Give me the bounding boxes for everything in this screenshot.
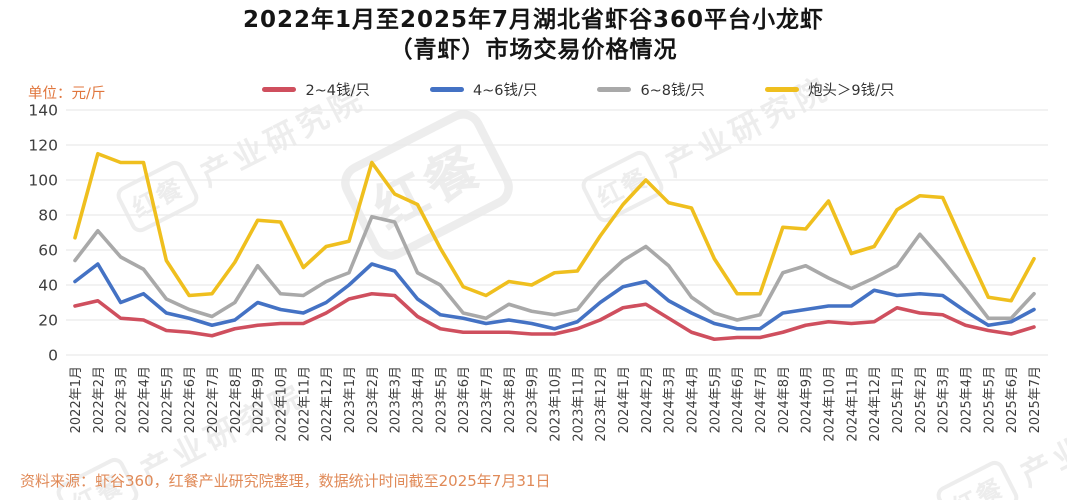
series-line-炮头＞9钱/只: [73, 151, 1036, 303]
x-axis-tick-label: 2024年7月: [754, 366, 769, 433]
y-axis-tick-label: 120: [28, 137, 58, 155]
x-axis-tick-label: 2022年7月: [206, 366, 221, 433]
x-axis-tick-label: 2024年1月: [617, 366, 632, 433]
x-axis-tick-label: 2022年4月: [138, 366, 153, 433]
series-line-2~4钱/只: [73, 291, 1036, 342]
x-axis-tick-label: 2023年11月: [571, 366, 586, 442]
x-axis-tick-label: 2022年11月: [297, 366, 312, 442]
x-axis-tick-label: 2024年10月: [823, 366, 838, 442]
x-axis-tick-label: 2023年8月: [503, 366, 518, 433]
legend-item-4~6钱/只: 4~6钱/只: [429, 79, 538, 100]
x-axis-tick-label: 2024年4月: [686, 366, 701, 433]
x-axis-tick-label: 2022年3月: [115, 366, 130, 433]
legend-swatch: [764, 87, 799, 92]
legend-swatch: [262, 87, 297, 92]
legend-item-6~8钱/只: 6~8钱/只: [597, 79, 705, 100]
y-axis-tick-label: 0: [48, 347, 58, 365]
x-axis-tick-label: 2024年11月: [845, 366, 860, 442]
x-axis-tick-label: 2025年2月: [914, 366, 929, 433]
series-line-6~8钱/只: [73, 214, 1036, 322]
unit-label: 单位：元/斤: [28, 86, 106, 102]
x-axis-tick-label: 2025年6月: [1005, 366, 1020, 433]
legend-swatch: [429, 87, 464, 92]
x-axis-tick-label: 2022年2月: [92, 366, 107, 433]
y-axis-tick-label: 140: [28, 102, 58, 120]
y-axis-tick-label: 20: [38, 312, 58, 330]
x-axis-tick-label: 2023年12月: [594, 366, 609, 442]
x-axis-tick-label: 2023年7月: [480, 366, 495, 433]
x-axis-tick-label: 2022年9月: [252, 366, 267, 433]
y-axis-tick-label: 100: [28, 172, 58, 190]
x-axis-tick-label: 2025年7月: [1028, 366, 1043, 433]
legend-swatch: [597, 87, 632, 92]
x-axis-tick-label: 2024年12月: [868, 366, 883, 442]
x-axis-tick-label: 2023年2月: [366, 366, 381, 433]
x-axis-tick-label: 2022年5月: [160, 366, 175, 433]
x-axis-tick-label: 2025年1月: [891, 366, 906, 433]
page-title-line1: 2022年1月至2025年7月湖北省虾谷360平台小龙虾: [242, 7, 825, 33]
source-note: 资料来源：虾谷360，红餐产业研究院整理，数据统计时间截至2025年7月31日: [20, 472, 551, 490]
x-axis-tick-label: 2023年5月: [434, 366, 449, 433]
x-axis-tick-label: 2025年5月: [982, 366, 997, 433]
x-axis-tick-label: 2024年3月: [663, 366, 678, 433]
x-axis-tick-label: 2023年10月: [549, 366, 564, 442]
legend-item-炮头＞9钱/只: 炮头＞9钱/只: [764, 79, 895, 100]
x-axis-tick-label: 2022年6月: [183, 366, 198, 433]
x-axis-tick-label: 2023年6月: [457, 366, 472, 433]
legend-label: 4~6钱/只: [472, 83, 538, 99]
y-axis-tick-label: 80: [38, 207, 58, 225]
legend-label: 炮头＞9钱/只: [807, 83, 895, 99]
x-axis-tick-label: 2023年4月: [412, 366, 427, 433]
x-axis-tick-label: 2022年8月: [229, 366, 244, 433]
x-axis-tick-label: 2023年3月: [389, 366, 404, 433]
series-line-4~6钱/只: [73, 262, 1036, 331]
x-axis-tick-label: 2024年9月: [800, 366, 815, 433]
x-axis-tick-label: 2025年4月: [960, 366, 975, 433]
legend-label: 2~4钱/只: [305, 83, 370, 99]
x-axis-tick-label: 2023年1月: [343, 366, 358, 433]
x-axis-tick-label: 2024年8月: [777, 366, 792, 433]
price-chart: 0 20 40 60 80 100 120 140 2022年1月 2022年2月 2022年3月 2…: [28, 102, 1048, 442]
x-axis-tick-label: 2024年5月: [708, 366, 723, 433]
x-axis-tick-label: 2024年6月: [731, 366, 746, 433]
x-axis-tick-label: 2022年1月: [69, 366, 84, 433]
x-axis-tick-label: 2024年2月: [640, 366, 655, 433]
legend-label: 6~8钱/只: [640, 83, 705, 99]
y-axis-tick-label: 40: [38, 277, 58, 295]
page-title-line2: （青虾）市场交易价格情况: [389, 37, 678, 63]
y-axis-tick-label: 60: [38, 242, 58, 260]
legend-item-2~4钱/只: 2~4钱/只: [262, 79, 370, 100]
page-title: 2022年1月至2025年7月湖北省虾谷360平台小龙虾 （青虾）市场交易价格情…: [0, 5, 1067, 65]
x-axis-tick-label: 2022年12月: [320, 366, 335, 442]
legend: 2~4钱/只 4~6钱/只 6~8钱/只 炮头＞9钱/只: [90, 79, 1067, 100]
x-axis-tick-label: 2022年10月: [275, 366, 290, 442]
x-axis-tick-label: 2025年3月: [937, 366, 952, 433]
x-axis-tick-label: 2023年9月: [526, 366, 541, 433]
